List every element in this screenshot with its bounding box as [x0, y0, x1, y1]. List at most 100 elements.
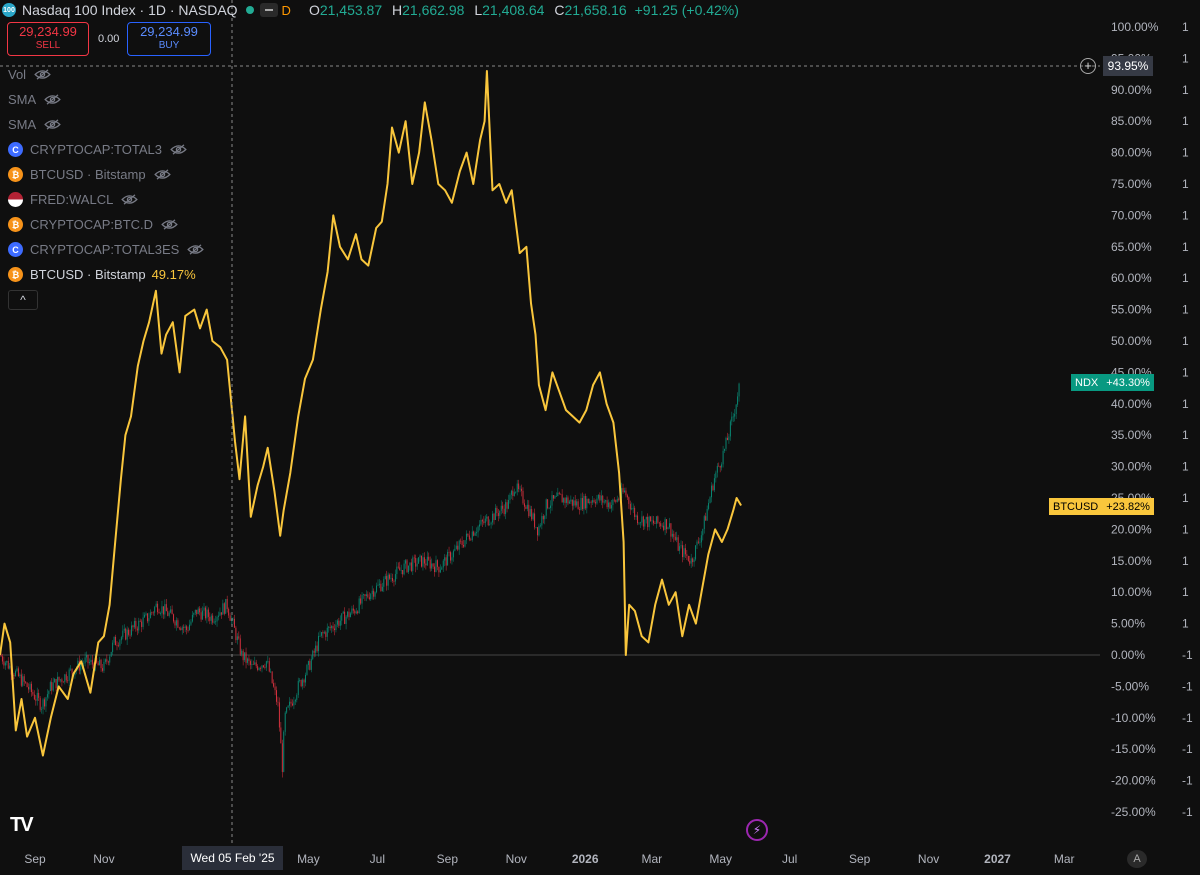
sell-button[interactable]: 29,234.99 SELL: [7, 22, 89, 56]
buy-button[interactable]: 29,234.99 BUY: [127, 22, 211, 56]
minus-icon[interactable]: [259, 3, 278, 17]
ndx-candle-body: [319, 635, 321, 637]
ndx-candle-body: [228, 608, 230, 616]
eye-off-icon[interactable]: [44, 119, 61, 130]
ndx-candle-body: [197, 608, 199, 615]
auto-scale-button[interactable]: A: [1127, 850, 1147, 868]
eye-off-icon[interactable]: [121, 194, 139, 205]
secondary-y-tick-label: 1: [1182, 51, 1189, 65]
ndx-candle-body: [267, 661, 269, 662]
symbol-title[interactable]: Nasdaq 100 Index · 1D · NASDAQ: [22, 2, 238, 18]
indicator-legend: Vol SMA SMA C CRYPTOCAP:TOTAL3 ₿ BTCUSD · Bits…: [8, 62, 205, 287]
ndx-candle-body: [271, 671, 273, 684]
ndx-candle-body: [44, 699, 45, 707]
ndx-candle-body: [65, 674, 67, 681]
ndx-candle-body: [83, 663, 85, 664]
ndx-candle-body: [567, 497, 569, 504]
ndx-candle-body: [429, 559, 431, 569]
legend-row[interactable]: ₿ CRYPTOCAP:BTC.D: [8, 212, 204, 237]
legend-row[interactable]: Vol: [8, 62, 204, 87]
ndx-candle-body: [544, 515, 546, 520]
price-axis[interactable]: 100.00%195.00%190.00%185.00%180.00%175.0…: [1111, 20, 1193, 819]
ndx-candle-body: [9, 665, 11, 669]
ndx-candle-body: [307, 661, 309, 666]
ndx-candle-body: [181, 627, 183, 631]
ndx-candle-body: [364, 594, 366, 597]
lightning-icon[interactable]: ⚡: [746, 819, 768, 841]
eye-off-icon[interactable]: [34, 69, 51, 80]
ndx-candle-body: [261, 665, 263, 669]
eye-off-icon[interactable]: [187, 244, 205, 255]
eye-off-icon[interactable]: [170, 144, 187, 155]
ndx-candle-body: [645, 516, 647, 520]
ndx-candle-body: [515, 491, 517, 493]
secondary-y-tick-label: 1: [1182, 240, 1189, 254]
legend-row-active[interactable]: ₿ BTCUSD · Bitstamp 49.17%: [8, 262, 204, 287]
ndx-candle-body: [399, 567, 401, 571]
y-tick-label: -10.00%: [1111, 711, 1156, 725]
ndx-candle-body: [438, 566, 440, 573]
legend-row[interactable]: SMA: [8, 87, 204, 112]
high-value: 21,662.98: [402, 2, 465, 18]
ndx-candle-body: [719, 466, 721, 468]
ndx-candle-body: [554, 496, 556, 499]
legend-row[interactable]: FRED:WALCL: [8, 187, 204, 212]
ndx-candle-body: [49, 682, 51, 691]
ndx-candle-body: [335, 624, 337, 631]
ndx-candle-body: [74, 671, 76, 676]
ndx-candle-body: [703, 516, 705, 530]
x-tick-label: Jul: [370, 852, 385, 866]
ndx-candle-body: [615, 500, 617, 502]
ndx-candle-body: [566, 497, 567, 503]
tradingview-logo[interactable]: TV: [10, 814, 34, 836]
ndx-candle-body: [461, 541, 463, 545]
ndx-candle-body: [444, 557, 446, 561]
legend-row[interactable]: C CRYPTOCAP:TOTAL3: [8, 137, 204, 162]
legend-row[interactable]: SMA: [8, 112, 204, 137]
legend-label: Vol: [8, 67, 27, 82]
ndx-candle-body: [133, 621, 135, 628]
ndx-candle-body: [131, 625, 132, 636]
add-plus-icon[interactable]: +: [1080, 58, 1096, 74]
ndx-candle-body: [644, 519, 646, 527]
eye-off-icon[interactable]: [153, 169, 171, 180]
x-tick-label: 2027: [984, 852, 1011, 866]
legend-value: 49.17%: [151, 267, 196, 282]
legend-row[interactable]: ₿ BTCUSD · Bitstamp: [8, 162, 204, 187]
ndx-tag-name: NDX: [1071, 374, 1103, 391]
ndx-candle-body: [312, 650, 314, 660]
ndx-candle-body: [687, 555, 689, 561]
ndx-candle-body: [494, 507, 496, 521]
ndx-candle-body: [455, 545, 457, 549]
ndx-candle-body: [531, 509, 533, 520]
ndx-candle-body: [638, 522, 640, 524]
ndx-candle-body: [216, 616, 218, 622]
ndx-candle-body: [610, 505, 612, 509]
ndx-candle-body: [86, 655, 88, 658]
ndx-candle-body: [683, 548, 685, 558]
ndx-candle-body: [145, 613, 147, 615]
ndx-candle-body: [534, 513, 536, 528]
ndx-candle-body: [355, 611, 357, 614]
ndx-candle-body: [155, 603, 157, 608]
ndx-candle-body: [338, 620, 340, 626]
ndx-candle-body: [671, 533, 673, 537]
ndx-candle-body: [26, 682, 28, 688]
ndx-candle-body: [104, 659, 106, 662]
y-tick-label: 10.00%: [1111, 585, 1152, 599]
ndx-candle-body: [300, 680, 302, 687]
ndx-candle-body: [45, 697, 47, 707]
ndx-candle-body: [726, 437, 728, 441]
ndx-candle-body: [734, 414, 736, 417]
spread-value: 0.00: [98, 33, 120, 45]
eye-off-icon[interactable]: [161, 219, 178, 230]
change-value: +91.25 (+0.42%): [634, 2, 739, 18]
legend-row[interactable]: C CRYPTOCAP:TOTAL3ES: [8, 237, 205, 262]
bitcoin-icon: ₿: [8, 217, 23, 232]
eye-off-icon[interactable]: [44, 94, 61, 105]
collapse-legend-button[interactable]: ^: [8, 290, 38, 310]
ndx-candle-body: [381, 586, 383, 592]
ndx-candle-body: [223, 603, 225, 614]
legend-label: SMA: [8, 92, 37, 107]
ndx-candle-body: [77, 660, 79, 669]
